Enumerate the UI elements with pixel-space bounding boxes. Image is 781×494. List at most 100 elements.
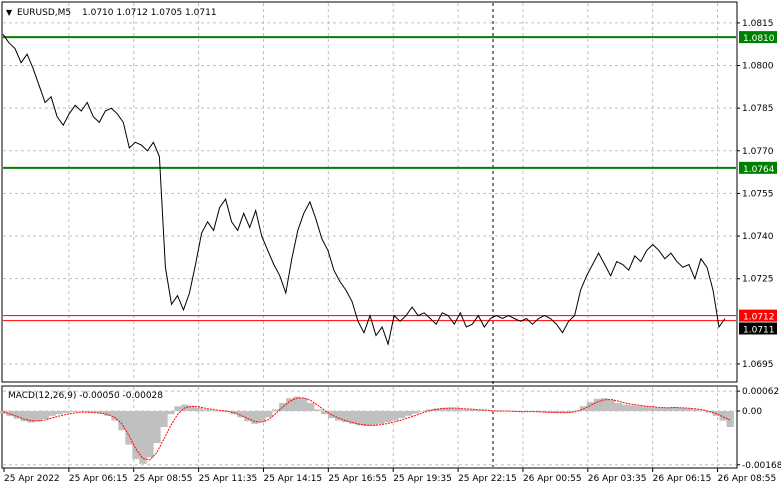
macd-histogram-bar xyxy=(13,411,21,419)
level-price-badge xyxy=(739,161,777,174)
macd-histogram-bar xyxy=(174,406,182,411)
macd-histogram-bar xyxy=(244,411,252,422)
macd-histogram-bar xyxy=(467,409,476,411)
macd-histogram-bar xyxy=(607,399,616,411)
macd-histogram-bar xyxy=(314,409,322,411)
current-price-badge xyxy=(739,322,777,335)
macd-histogram-bar xyxy=(558,411,567,413)
price-tick-label: 1.0770 xyxy=(742,147,774,157)
price-tick-label: 1.0785 xyxy=(742,104,774,114)
macd-histogram-bar xyxy=(300,398,308,411)
price-grid xyxy=(3,22,736,365)
macd-histogram-bar xyxy=(153,411,161,443)
price-tick-label: 1.0815 xyxy=(742,19,774,29)
macd-histogram-bar xyxy=(663,407,671,411)
macd-histogram-bar xyxy=(586,402,595,411)
level-price-badge xyxy=(739,309,777,322)
macd-histogram-bar xyxy=(132,411,140,459)
macd-histogram-bar xyxy=(474,410,483,411)
macd-histogram-bar xyxy=(97,411,105,414)
level-price-badge-label: 1.0764 xyxy=(743,165,775,175)
macd-histogram-bar xyxy=(209,410,217,411)
macd-histogram-bar xyxy=(20,411,28,422)
macd-histogram-bar xyxy=(593,398,602,411)
level-price-badge xyxy=(739,31,777,44)
macd-histogram-bar xyxy=(551,411,560,413)
price-tick-label: 1.0755 xyxy=(742,189,774,199)
macd-indicator xyxy=(0,396,734,464)
macd-histogram-bar xyxy=(258,411,266,423)
macd-histogram-bar xyxy=(272,409,280,411)
price-badges: 1.0810 1.0764 1.0712 1.0711 xyxy=(739,31,777,335)
macd-histogram-bar xyxy=(139,411,147,464)
macd-histogram-bar xyxy=(376,411,385,424)
time-tick-label: 25 Apr 14:15 xyxy=(263,474,322,484)
horizontal-levels xyxy=(3,36,736,322)
price-series xyxy=(2,34,726,346)
macd-histogram-bar xyxy=(167,411,175,415)
macd-histogram-bar xyxy=(453,408,462,411)
macd-histogram-bar xyxy=(195,407,203,411)
time-tick-label: 25 Apr 2022 xyxy=(4,474,60,484)
current-price-badge-label: 1.0711 xyxy=(743,325,775,335)
macd-histogram-bar xyxy=(642,406,651,411)
macd-histogram-bar xyxy=(160,411,168,427)
macd-histogram-bar xyxy=(307,403,315,411)
macd-histogram-bar xyxy=(719,411,727,421)
macd-histogram-bar xyxy=(397,411,406,419)
macd-indicator-label: MACD(12,26,9) -0.00050 -0.00028 xyxy=(8,391,163,401)
macd-histogram-bar xyxy=(349,411,357,424)
macd-tick-label: 0.00062 xyxy=(742,387,779,397)
time-tick-label: 25 Apr 06:15 xyxy=(69,474,128,484)
macd-histogram-bar xyxy=(488,411,497,412)
macd-tick-label: -0.00168 xyxy=(742,461,781,471)
macd-histogram-bar xyxy=(726,411,734,427)
macd-histogram-bar xyxy=(265,411,273,418)
macd-histogram-bar xyxy=(27,411,35,423)
macd-histogram-bar xyxy=(544,411,553,413)
time-tick-label: 25 Apr 19:35 xyxy=(393,474,452,484)
macd-histogram-bar xyxy=(572,410,581,411)
macd-histogram-bar xyxy=(516,411,525,412)
macd-histogram-bar xyxy=(383,411,392,423)
macd-histogram-bar xyxy=(684,408,692,411)
macd-tick-label: 0.00 xyxy=(742,407,762,417)
macd-histogram-bar xyxy=(446,407,455,411)
macd-signal-line xyxy=(2,397,731,461)
time-tick-label: 26 Apr 00:55 xyxy=(523,474,582,484)
macd-histogram-bar xyxy=(390,411,399,421)
macd-histogram-bar xyxy=(635,405,644,411)
price-tick-label: 1.0800 xyxy=(742,62,774,72)
macd-histogram-bar xyxy=(656,407,664,411)
macd-histogram-bar xyxy=(55,411,63,415)
time-axis: 25 Apr 2022 25 Apr 06:15 25 Apr 08:55 25 Ap… xyxy=(3,468,776,484)
macd-histogram-bar xyxy=(614,403,623,411)
macd-histogram-bar xyxy=(460,409,469,411)
dropdown-triangle-icon[interactable]: ▼ xyxy=(6,8,13,17)
macd-histogram-bar xyxy=(481,410,490,411)
macd-histogram-bar xyxy=(111,411,119,421)
price-line xyxy=(2,34,726,346)
level-price-badge-label: 1.0712 xyxy=(743,313,775,323)
ohlc-values: 1.0710 1.0712 1.0705 1.0711 xyxy=(82,8,217,18)
time-tick-label: 26 Apr 06:15 xyxy=(653,474,712,484)
time-tick-label: 26 Apr 03:35 xyxy=(588,474,647,484)
macd-histogram-bar xyxy=(698,410,706,411)
macd-histogram-bar xyxy=(677,407,685,411)
macd-histogram-bar xyxy=(118,411,126,431)
macd-histogram-bar xyxy=(691,409,699,411)
time-tick-label: 25 Apr 22:15 xyxy=(458,474,517,484)
price-tick-label: 1.0740 xyxy=(742,232,774,242)
macd-histogram-bar xyxy=(411,411,420,414)
time-tick-label: 25 Apr 16:55 xyxy=(328,474,387,484)
macd-histogram-bar xyxy=(104,411,112,416)
macd-histogram-bar xyxy=(404,411,413,416)
macd-histogram-bar xyxy=(76,411,84,412)
macd-histogram-bar xyxy=(202,409,210,411)
symbol-timeframe-label: EURUSD,M5 xyxy=(17,8,71,18)
macd-histogram-bar xyxy=(83,411,91,412)
level-price-badge-label: 1.0810 xyxy=(743,34,775,44)
macd-histogram-bar xyxy=(216,411,224,412)
